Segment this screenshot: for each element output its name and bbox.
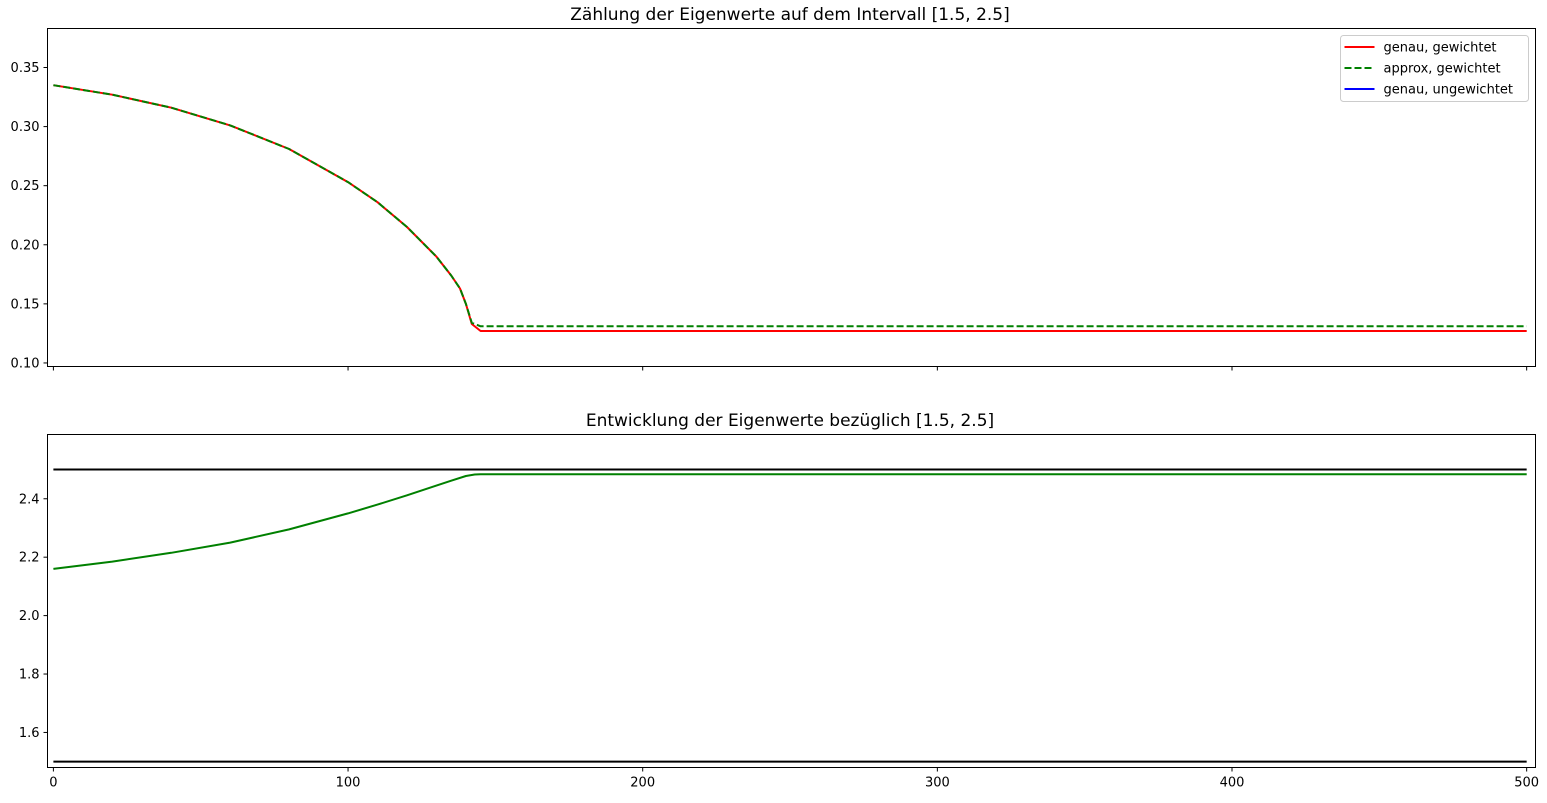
legend-box: [1340, 35, 1529, 102]
bottom-y-tick-label: 1.8: [19, 668, 40, 683]
bottom-x-tick-label: 100: [336, 776, 361, 791]
bottom-x-tick-label: 200: [630, 776, 655, 791]
bottom-subplot: Entwicklung der Eigenwerte bezüglich [1.…: [19, 411, 1539, 791]
bottom-series-lines: [53, 468, 1527, 763]
bottom-chart-title: Entwicklung der Eigenwerte bezüglich [1.…: [586, 411, 994, 431]
top-y-tick-label: 0.35: [11, 61, 40, 76]
top-legend: genau, gewichtet approx, gewichtet genau, …: [1340, 35, 1529, 102]
top-y-tick-label: 0.30: [11, 120, 40, 135]
bottom-y-tick-label: 1.6: [19, 726, 40, 741]
top-y-tick-label: 0.15: [11, 297, 40, 312]
top-y-tick-label: 0.10: [11, 356, 40, 371]
bottom-y-tick-label: 2.2: [19, 551, 40, 566]
bottom-x-tick-label: 400: [1220, 776, 1245, 791]
top-series-line-0: [53, 84, 1527, 332]
bottom-x-tick-label: 300: [925, 776, 950, 791]
top-y-tick-label: 0.25: [11, 179, 40, 194]
top-chart-title: Zählung der Eigenwerte auf dem Intervall…: [570, 5, 1010, 25]
top-series-lines: [53, 84, 1527, 332]
bottom-plot-frame: [47, 434, 1536, 768]
bottom-y-tick-label: 2.0: [19, 609, 40, 624]
top-subplot: Zählung der Eigenwerte auf dem Intervall…: [11, 5, 1536, 371]
top-plot-frame: [47, 28, 1536, 367]
top-y-tick-label: 0.20: [11, 238, 40, 253]
bottom-x-tick-label: 0: [49, 776, 57, 791]
legend-entry-label: genau, gewichtet: [1384, 41, 1497, 56]
bottom-axis-ticks: 1.6 1.8 2.0 2.2 2.4 0 100 200 300 400 500: [19, 492, 1539, 790]
bottom-series-line-0: [53, 473, 1527, 570]
legend-entry-label: approx, gewichtet: [1384, 62, 1501, 77]
legend-entry-label: genau, ungewichtet: [1384, 83, 1514, 98]
top-axis-ticks: 0.10 0.15 0.20 0.25 0.30 0.35: [11, 61, 1528, 371]
bottom-y-tick-label: 2.4: [19, 492, 40, 507]
top-series-line-1: [53, 84, 1527, 328]
bottom-x-tick-label: 500: [1514, 776, 1539, 791]
